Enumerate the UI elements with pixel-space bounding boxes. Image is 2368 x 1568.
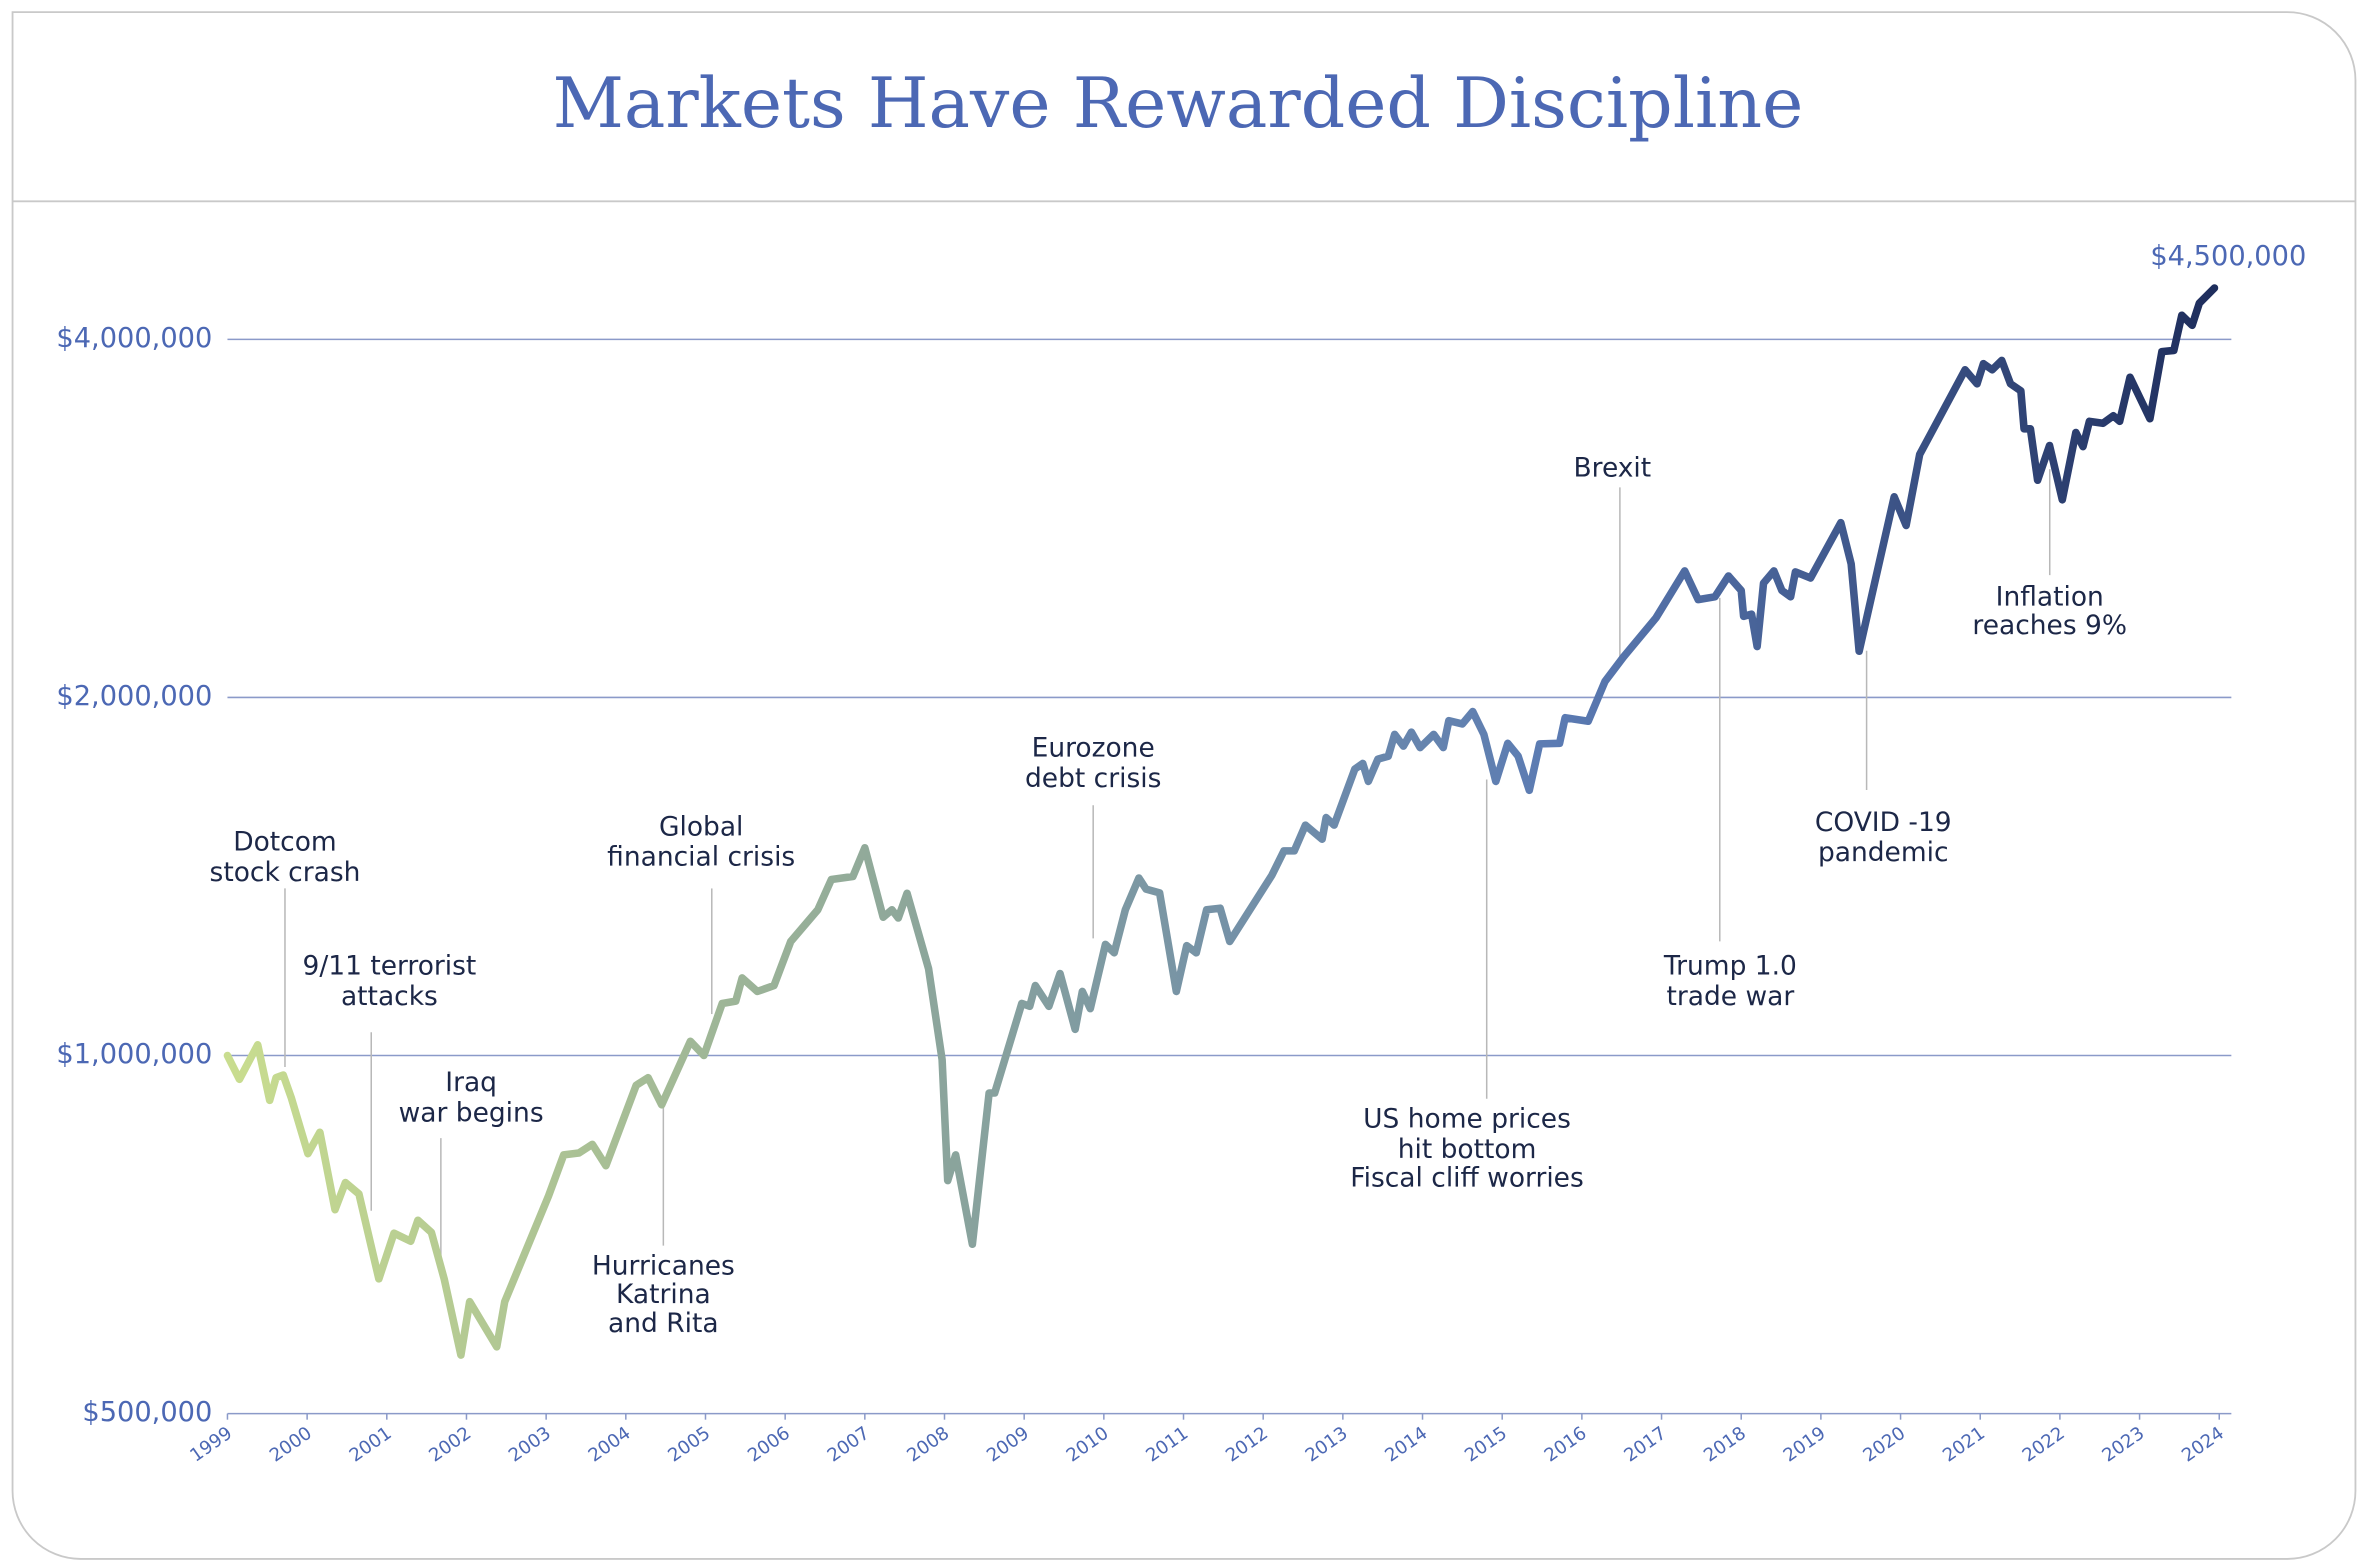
annotation: financial crisis [607,842,795,873]
annotation: Katrina [616,1279,711,1310]
annotation: COVID -19 [1815,807,1952,838]
y-tick-label: $4,000,000 [56,323,212,354]
annotation: Hurricanes [592,1250,735,1281]
annotation: 9/11 terrorist [302,951,476,982]
annotation: hit bottom [1398,1134,1537,1165]
y-tick-label: $500,000 [82,1397,212,1428]
annotation: Trump 1.0 [1663,951,1797,982]
chart-title: Markets Have Rewarded Discipline [553,63,1804,144]
annotation: Iraq [445,1067,497,1098]
annotation: stock crash [210,857,361,888]
annotation: Fiscal cliff worries [1350,1163,1583,1194]
card-frame [11,11,2357,1560]
y-tick-label: $2,000,000 [56,681,212,712]
value-line [223,284,2219,1359]
annotation: Brexit [1573,453,1651,484]
annotation: $4,500,000 [2150,241,2306,272]
annotation: Dotcom [233,827,336,858]
annotation: pandemic [1818,837,1949,868]
annotation: reaches 9% [1972,610,2127,641]
annotation: and Rita [608,1308,719,1339]
annotation: attacks [341,981,438,1012]
annotation: Global [659,811,743,842]
y-tick-label: $1,000,000 [56,1039,212,1070]
annotation: war begins [399,1097,544,1128]
annotation: Inflation [1996,581,2104,612]
annotation: US home prices [1363,1104,1571,1135]
annotation: trade war [1667,981,1795,1012]
annotation: debt crisis [1025,763,1161,794]
annotation: Eurozone [1032,733,1155,764]
